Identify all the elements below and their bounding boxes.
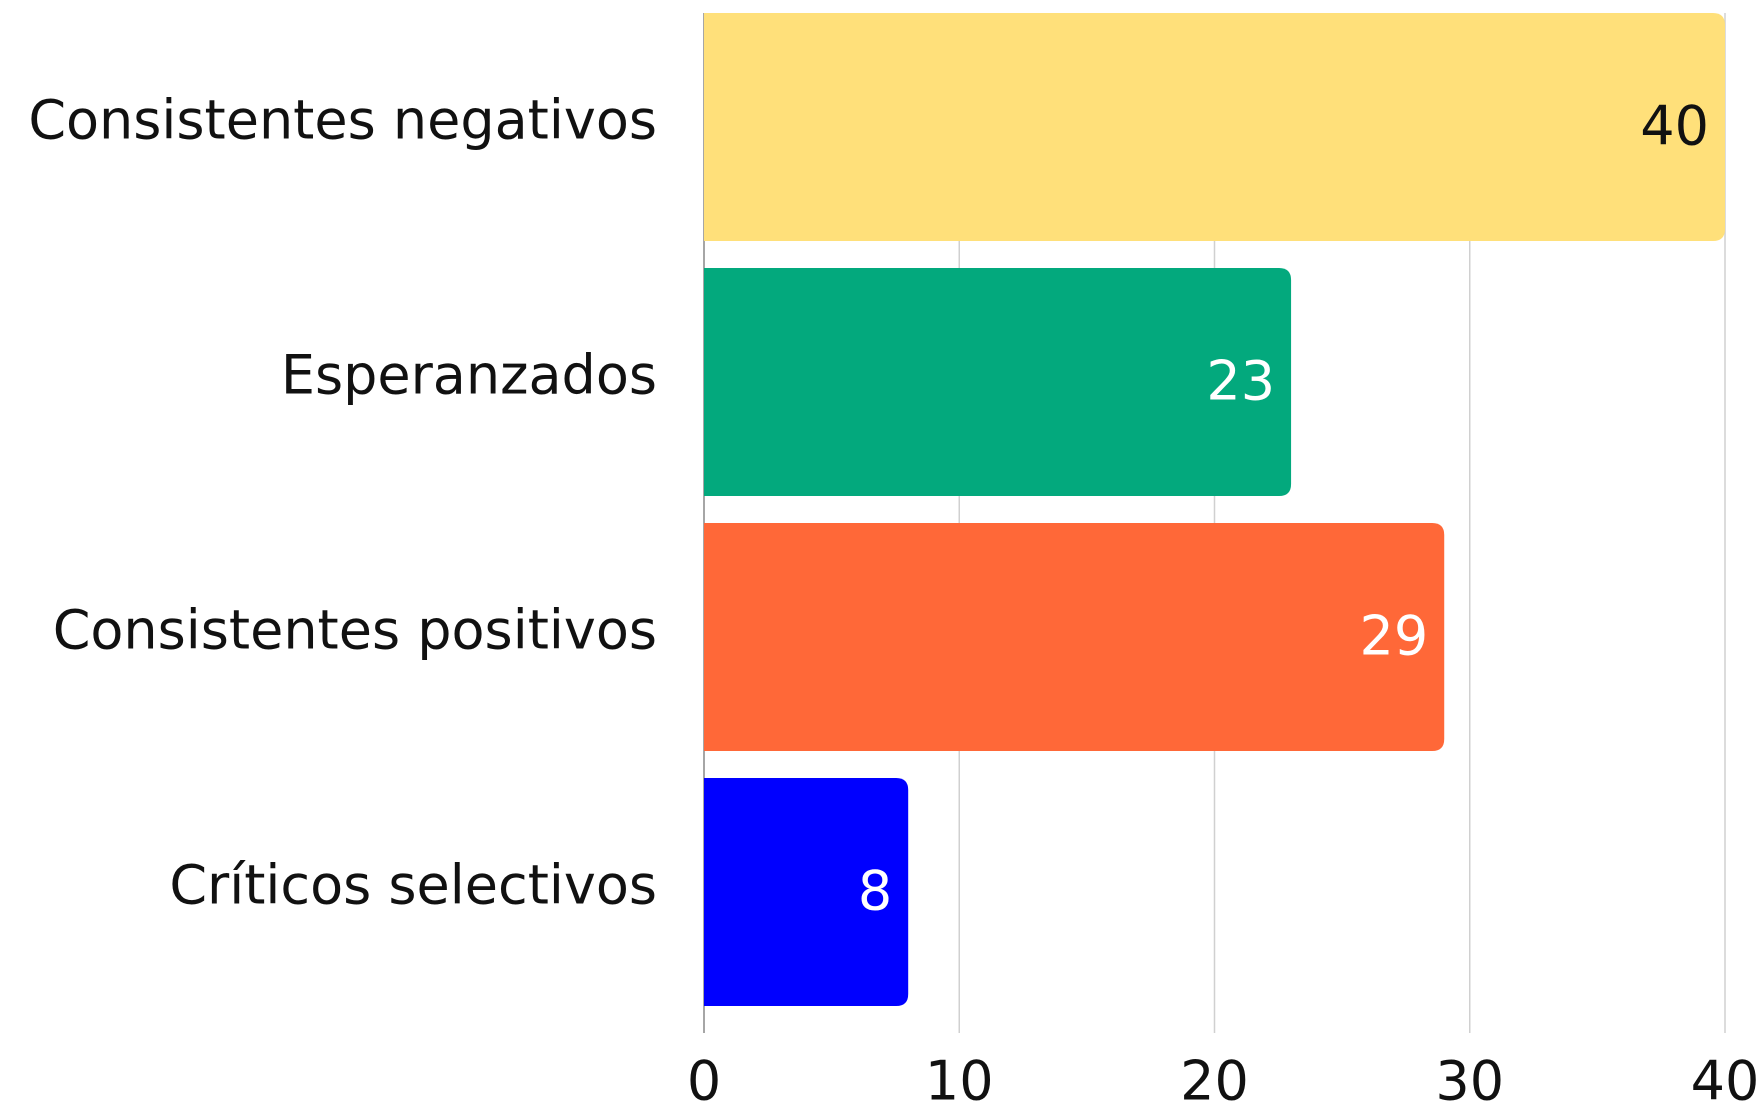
x-tick-label: 20	[1180, 1050, 1249, 1109]
x-tick-label: 10	[925, 1050, 994, 1109]
y-tick-label: Consistentes negativos	[28, 89, 657, 152]
bar	[704, 523, 1445, 751]
value-label: 8	[858, 860, 892, 923]
x-tick-label: 40	[1691, 1050, 1760, 1109]
y-tick-label: Esperanzados	[281, 344, 657, 407]
y-tick-label: Consistentes positivos	[53, 599, 657, 662]
value-label: 40	[1640, 95, 1709, 158]
x-tick-label: 30	[1435, 1050, 1504, 1109]
value-label: 29	[1360, 605, 1429, 668]
bar	[704, 268, 1292, 496]
y-tick-label: Críticos selectivos	[169, 854, 657, 917]
x-tick-label: 0	[687, 1050, 721, 1109]
bar	[704, 778, 909, 1006]
bar	[704, 13, 1725, 241]
value-label: 23	[1206, 350, 1275, 413]
